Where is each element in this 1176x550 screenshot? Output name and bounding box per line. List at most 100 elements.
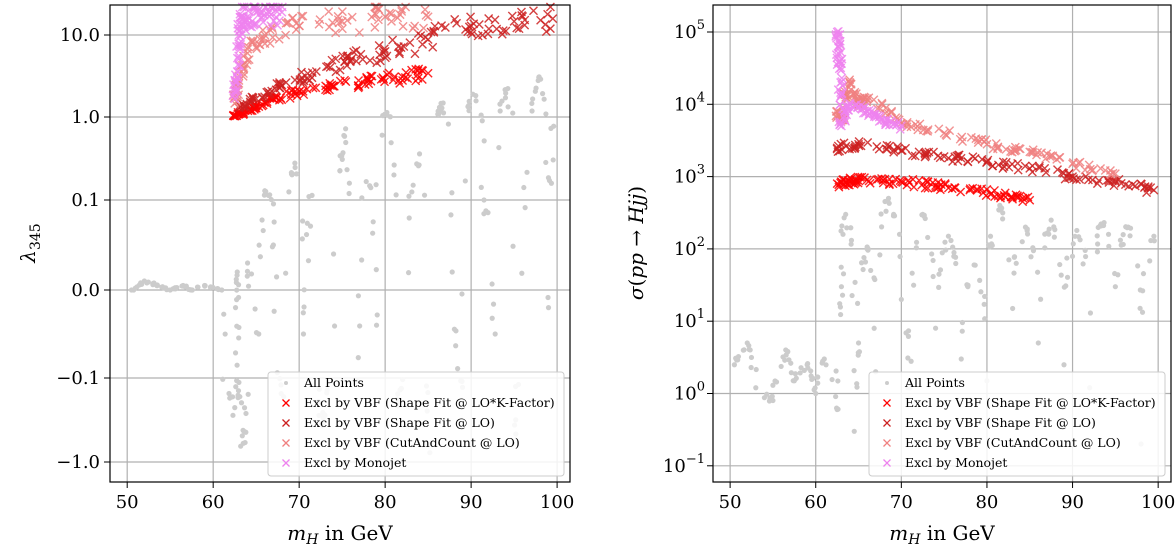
point-excluded: [528, 6, 538, 16]
point-all: [1046, 231, 1052, 237]
point-all: [1147, 258, 1153, 264]
point-all: [270, 201, 277, 207]
point-excluded: [335, 76, 345, 86]
point-excluded: [1055, 152, 1065, 162]
point-all: [340, 150, 346, 156]
point-all: [1063, 283, 1069, 289]
point-all: [478, 112, 484, 118]
point-all: [410, 182, 416, 188]
point-all: [1148, 237, 1154, 244]
point-all: [541, 96, 547, 102]
point-all: [292, 164, 298, 171]
point-all: [271, 219, 277, 225]
x-tick-label: 80: [374, 492, 397, 513]
point-excluded: [358, 54, 368, 64]
legend-label: Excl by VBF (Shape Fit @ LO*K-Factor): [304, 395, 555, 410]
point-excluded: [895, 124, 905, 134]
point-all: [465, 104, 471, 110]
point-excluded: [920, 148, 930, 158]
point-excluded: [245, 21, 255, 31]
point-all: [359, 257, 365, 263]
point-excluded: [837, 73, 847, 83]
point-all: [269, 244, 276, 250]
point-all: [194, 284, 201, 290]
point-all: [346, 190, 352, 197]
point-all: [485, 210, 491, 216]
point-excluded: [845, 98, 855, 108]
point-excluded: [842, 110, 852, 120]
point-excluded: [324, 7, 334, 17]
point-excluded: [283, 18, 293, 28]
point-excluded: [236, 102, 246, 112]
point-excluded: [990, 192, 1000, 202]
point-excluded: [281, 30, 291, 40]
point-excluded: [1075, 174, 1085, 184]
point-excluded: [394, 49, 404, 59]
point-all: [848, 225, 854, 231]
point-excluded: [288, 85, 298, 95]
point-excluded: [864, 93, 874, 103]
point-excluded: [543, 9, 553, 19]
point-all: [260, 227, 266, 234]
point-all: [862, 259, 869, 265]
point-excluded: [298, 11, 308, 21]
point-excluded: [296, 11, 306, 21]
point-excluded: [353, 81, 363, 91]
point-excluded: [1007, 147, 1017, 157]
legend-marker: [883, 459, 891, 467]
legend-label: All Points: [904, 375, 965, 390]
point-all: [1139, 309, 1146, 315]
point-excluded: [1139, 183, 1149, 193]
point-all: [1042, 245, 1048, 251]
point-excluded: [265, 38, 275, 48]
point-excluded: [839, 111, 849, 121]
point-excluded: [243, 44, 253, 54]
point-all: [222, 331, 228, 337]
point-all: [943, 247, 949, 253]
point-all: [883, 208, 889, 214]
point-excluded: [1116, 178, 1126, 188]
point-all: [459, 291, 465, 297]
legend-marker: [883, 399, 891, 407]
point-all: [440, 110, 447, 116]
point-all: [242, 439, 248, 446]
point-all: [445, 121, 452, 127]
point-excluded: [413, 73, 423, 83]
point-excluded: [514, 24, 524, 34]
point-all: [811, 387, 817, 393]
point-all: [453, 343, 459, 349]
point-all: [936, 271, 942, 277]
point-excluded: [331, 54, 341, 64]
point-all: [490, 301, 497, 307]
point-all: [235, 388, 242, 394]
point-excluded: [882, 140, 892, 150]
point-all: [292, 160, 298, 166]
point-all: [839, 223, 845, 229]
point-excluded: [1071, 175, 1081, 185]
point-excluded: [874, 144, 884, 154]
point-all: [851, 368, 857, 374]
y-tick-label: 100: [674, 380, 705, 405]
point-excluded: [854, 176, 864, 186]
point-all: [497, 101, 503, 107]
point-excluded: [405, 38, 415, 48]
point-all: [244, 260, 251, 266]
point-all: [1006, 257, 1012, 263]
point-excluded: [337, 24, 347, 34]
point-all: [972, 262, 978, 268]
point-all: [1030, 245, 1036, 251]
point-excluded: [863, 137, 873, 147]
point-excluded: [844, 105, 854, 115]
point-all: [1058, 272, 1064, 278]
point-excluded: [321, 62, 331, 72]
point-all: [244, 268, 251, 274]
point-all: [481, 211, 487, 217]
point-all: [451, 326, 457, 332]
point-all: [238, 443, 244, 449]
point-all: [234, 362, 240, 368]
x-tick-label: 60: [804, 492, 827, 513]
y-tick-label: 104: [674, 90, 705, 115]
point-excluded: [474, 19, 484, 29]
point-all: [144, 280, 150, 286]
point-all: [355, 355, 361, 361]
